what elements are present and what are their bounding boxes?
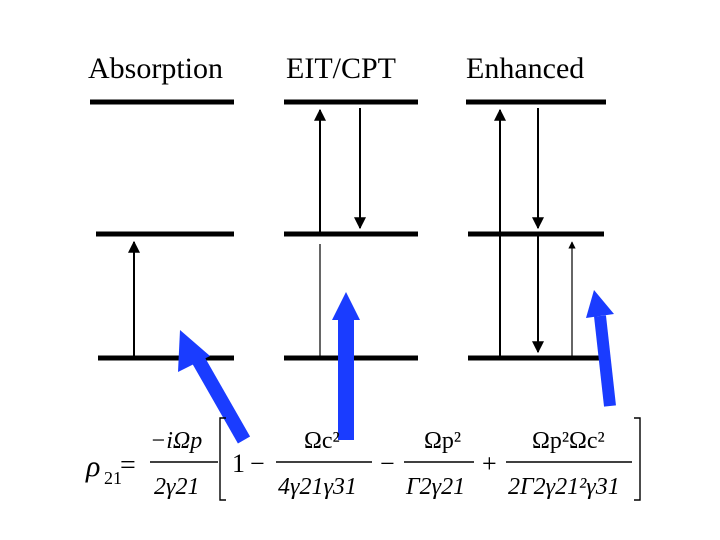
eq-right-bracket (634, 417, 641, 501)
eq-term3-numerator: Ωp² (424, 428, 461, 454)
photon-arrow (586, 290, 616, 407)
enhanced-panel (466, 99, 616, 407)
eq-minus-2: − (380, 449, 395, 478)
title-absorption: Absorption (88, 52, 223, 85)
eq-term4-numerator: Ωp²Ωc² (532, 428, 605, 454)
eq-lhs-symbol: ρ (85, 450, 100, 483)
eq-equals-sign: = (120, 450, 136, 481)
eq-prefactor-numerator: −iΩp (150, 428, 202, 454)
eq-lhs-subscript: 21 (104, 468, 122, 488)
title-enhanced: Enhanced (466, 52, 585, 85)
eq-term4-denominator: 2Γ2γ21²γ31 (508, 474, 620, 500)
eq-plus: + (482, 449, 497, 478)
photon-arrow (178, 330, 251, 444)
eq-prefactor-denominator: 2γ21 (154, 474, 199, 500)
eq-term2-denominator: 4γ21γ31 (278, 474, 357, 500)
eq-one: 1 (232, 449, 245, 478)
susceptibility-equation: ρ 21 = −iΩp 2γ21 1 − Ωc² 4γ21γ31 − Ωp² Γ… (85, 417, 641, 501)
title-eit-cpt: EIT/CPT (286, 52, 396, 85)
photon-arrow (332, 292, 360, 440)
absorption-panel (90, 99, 251, 444)
eq-left-bracket (219, 417, 226, 501)
eq-minus-1: − (250, 449, 265, 478)
eq-term2-numerator: Ωc² (304, 428, 340, 454)
eit-cpt-panel (284, 99, 418, 440)
eq-term3-denominator: Γ2γ21 (405, 474, 465, 500)
